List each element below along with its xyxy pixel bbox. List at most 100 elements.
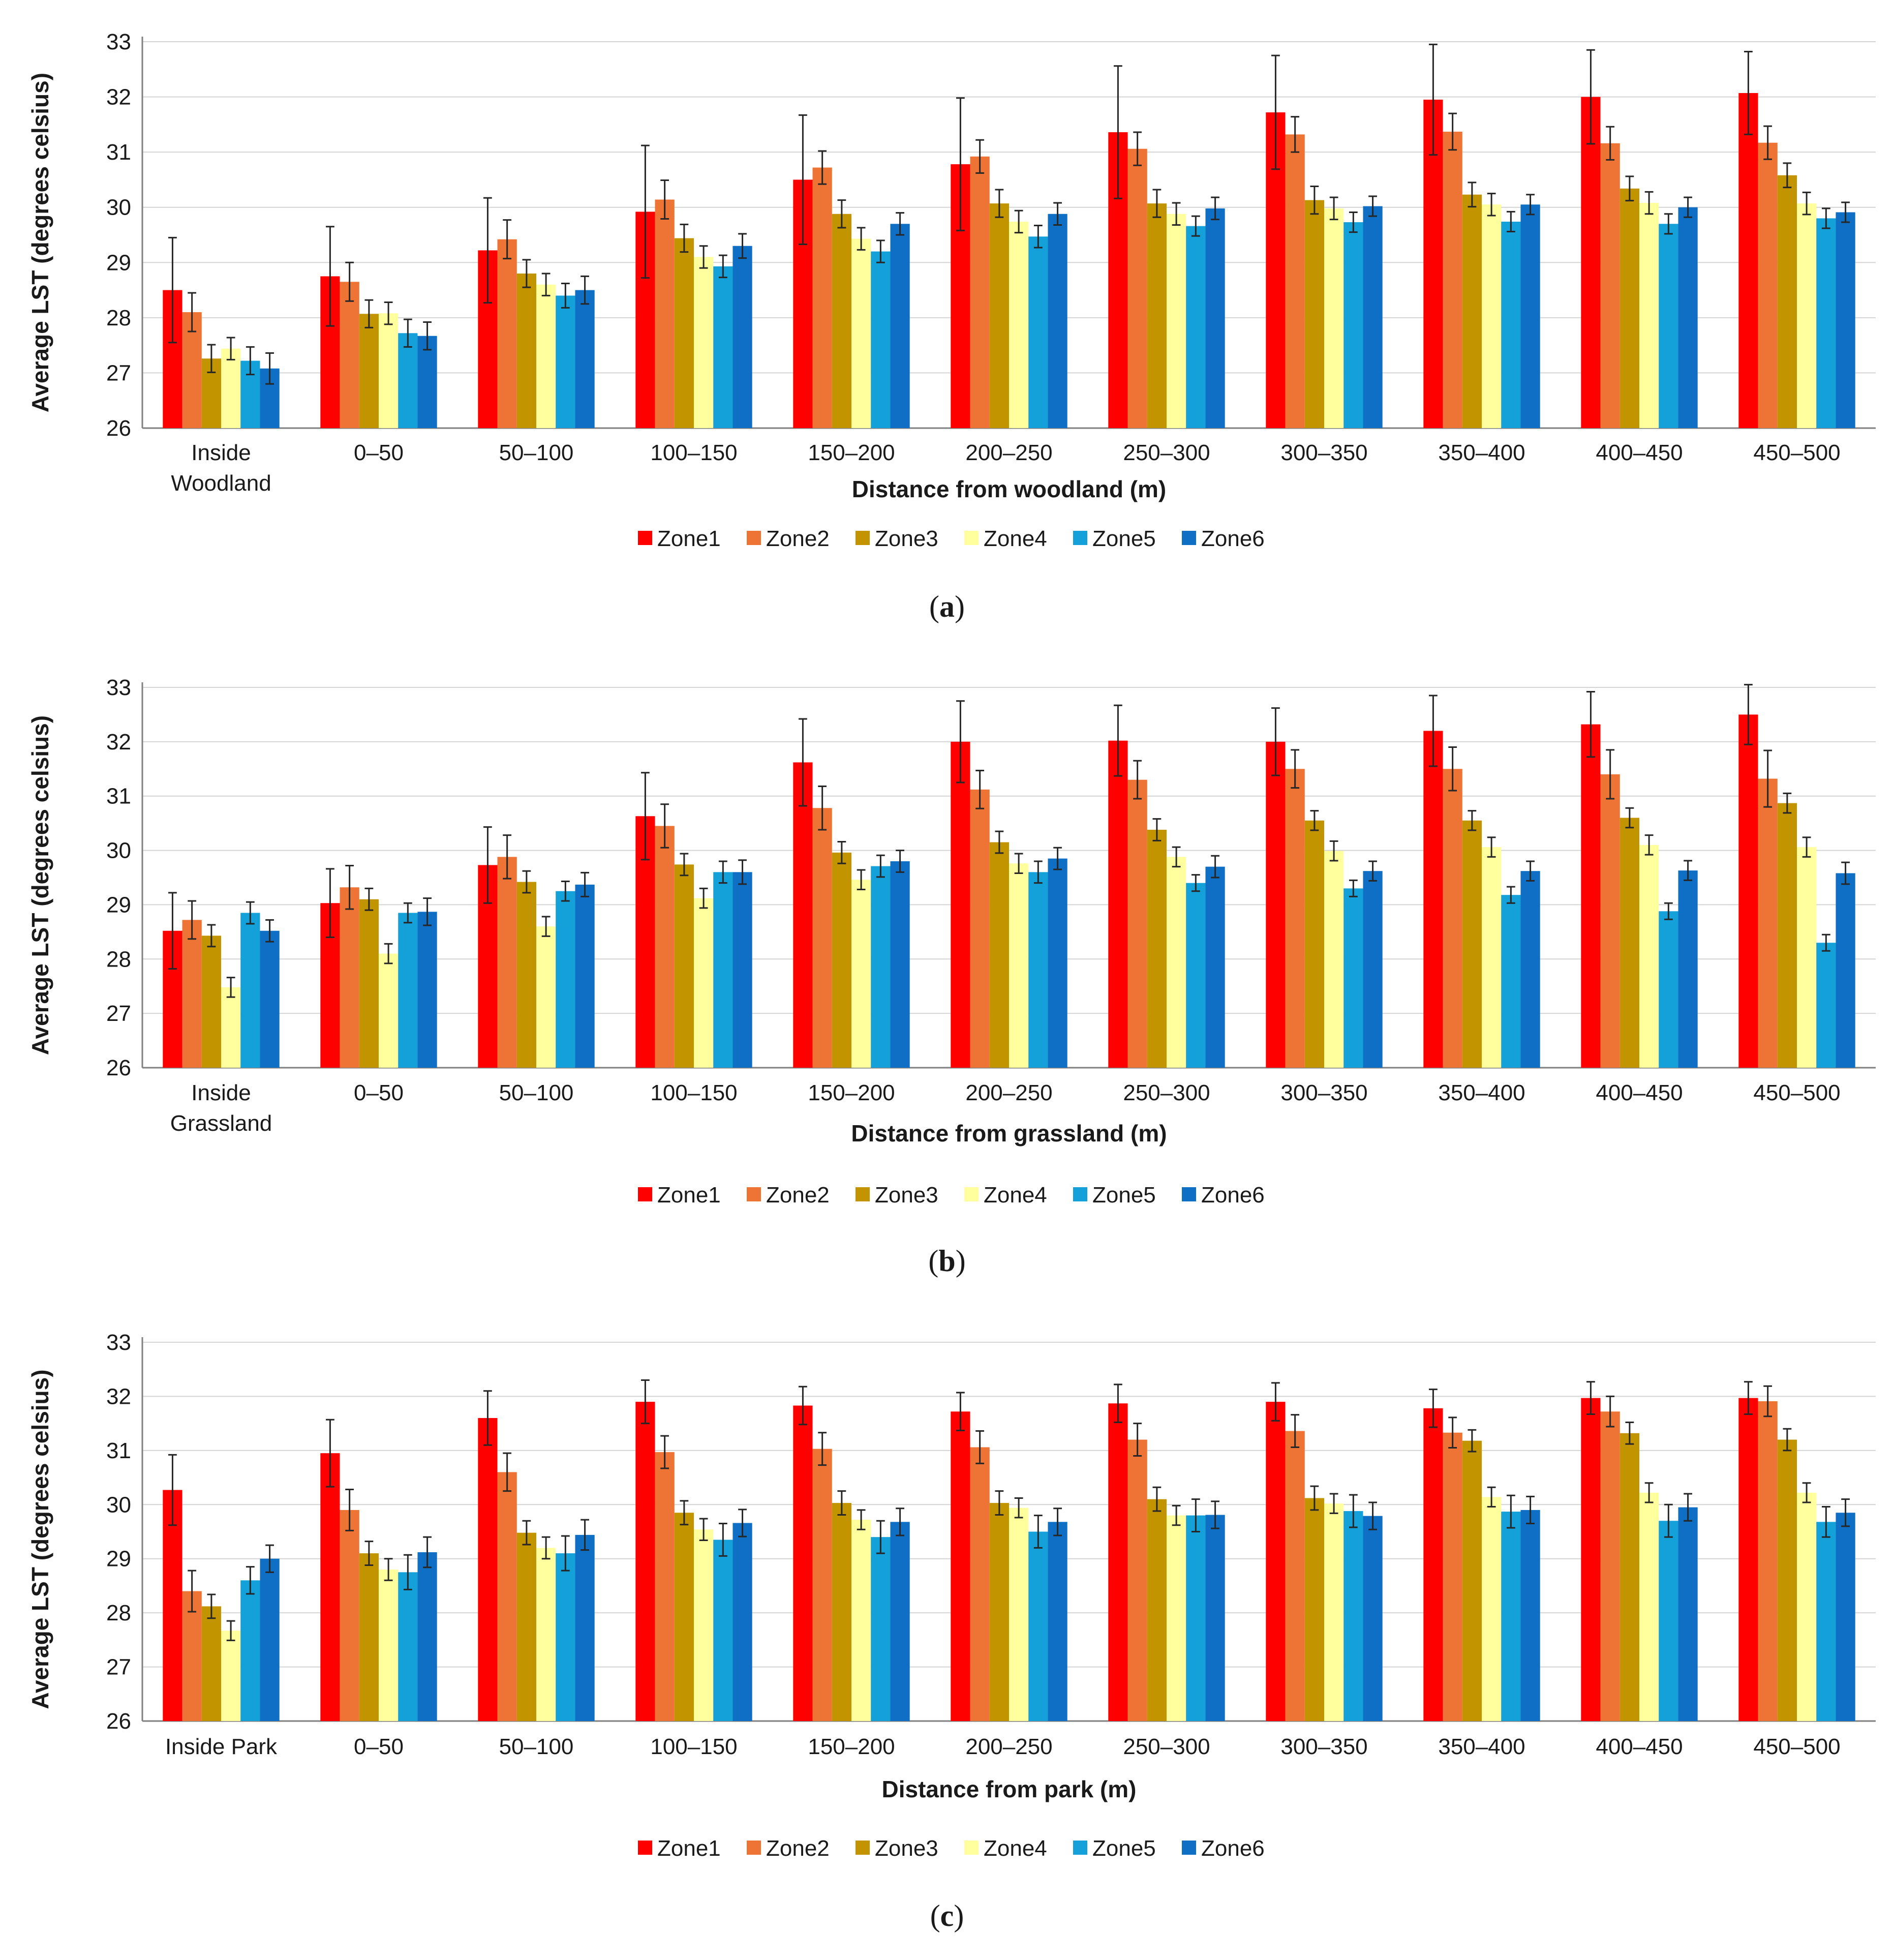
bar-zone6 — [1205, 866, 1225, 1068]
legend-swatch-zone4 — [964, 531, 979, 545]
bar-zone3 — [674, 238, 694, 428]
bar-zone2 — [497, 857, 517, 1068]
bar-zone4 — [379, 313, 399, 428]
bar-zone1 — [951, 741, 970, 1068]
bar-zone4 — [536, 926, 556, 1068]
bar-zone2 — [655, 826, 675, 1068]
x-tick-label: 0–50 — [354, 1734, 404, 1759]
bar-zone6 — [1836, 212, 1855, 428]
bar-zone5 — [1816, 218, 1836, 428]
x-tick-label: 400–450 — [1596, 440, 1683, 465]
legend-swatch-zone2 — [747, 1187, 761, 1201]
y-tick-label: 27 — [106, 1655, 131, 1680]
bar-zone5 — [1343, 1511, 1363, 1721]
bar-zone2 — [1443, 1432, 1462, 1721]
bar-zone3 — [1777, 175, 1797, 428]
x-tick-label: 0–50 — [354, 1080, 404, 1105]
y-tick-label: 30 — [106, 838, 131, 863]
bar-zone3 — [1462, 194, 1482, 428]
y-tick-label: 32 — [106, 1384, 131, 1409]
bar-zone1 — [1738, 714, 1758, 1068]
y-tick-label: 32 — [106, 730, 131, 755]
legend-swatch-zone6 — [1182, 531, 1196, 545]
x-tick-label: 450–500 — [1753, 440, 1840, 465]
legend-swatch-zone3 — [856, 1187, 870, 1201]
bar-zone3 — [1462, 1440, 1482, 1721]
legend-swatch-zone2 — [747, 531, 761, 545]
y-axis-title: Average LST (degrees celsius) — [27, 1369, 53, 1709]
legend-label: Zone2 — [766, 1183, 830, 1208]
bar-zone6 — [890, 1522, 910, 1721]
bar-zone3 — [989, 842, 1009, 1068]
bar-zone1 — [478, 1418, 498, 1721]
y-tick-label: 26 — [106, 1056, 131, 1080]
bar-zone5 — [871, 866, 891, 1068]
x-axis-title: Distance from park (m) — [881, 1776, 1136, 1802]
bar-zone4 — [1167, 1515, 1186, 1721]
bar-zone3 — [516, 1532, 536, 1721]
legend: Zone1 Zone2 Zone3 Zone4 Zone5 Zone6 — [638, 1183, 1265, 1208]
chart-panel-a: 26 27 28 29 30 31 32 33 Inside Woodland 0–50 50–100… — [27, 29, 1876, 623]
bar-zone6 — [260, 1558, 280, 1721]
bar-zone2 — [1285, 769, 1305, 1068]
bar-zone2 — [1127, 148, 1147, 429]
bar-zone4 — [1324, 1503, 1344, 1721]
x-tick-label: 150–200 — [808, 440, 895, 465]
panel-caption: (a) — [929, 590, 965, 623]
bar-zone4 — [1167, 857, 1186, 1068]
bar-zone6 — [1520, 1510, 1540, 1721]
legend: Zone1 Zone2 Zone3 Zone4 Zone5 Zone6 — [638, 526, 1265, 551]
bar-zone1 — [1738, 1398, 1758, 1721]
caption-letter: a — [939, 590, 955, 623]
bar-zone4 — [1482, 847, 1502, 1068]
y-tick-label: 31 — [106, 1438, 131, 1463]
bar-zone3 — [1147, 829, 1167, 1068]
legend-swatch-zone6 — [1182, 1187, 1196, 1201]
bar-zone3 — [359, 899, 379, 1068]
bar-zone1 — [635, 1402, 655, 1721]
bar-zone3 — [674, 864, 694, 1068]
bar-zone5 — [1186, 226, 1206, 428]
x-tick-label: 100–150 — [650, 1080, 737, 1105]
bar-zone1 — [1581, 97, 1601, 429]
bar-zone3 — [201, 1606, 221, 1721]
bar-zone6 — [1678, 1507, 1698, 1721]
x-tick-label: 400–450 — [1596, 1734, 1683, 1759]
bar-zone5 — [1028, 872, 1048, 1068]
bar-zone2 — [812, 167, 832, 428]
y-tick-label: 28 — [106, 306, 131, 330]
bar-zone6 — [575, 884, 595, 1068]
bar-zone2 — [970, 1447, 990, 1721]
bar-zone3 — [989, 203, 1009, 428]
y-tick-label: 26 — [106, 416, 131, 441]
bar-zone2 — [497, 239, 517, 428]
bar-zone4 — [1639, 203, 1659, 428]
bar-zone4 — [221, 987, 241, 1068]
legend-label: Zone6 — [1201, 526, 1265, 551]
bar-zone3 — [1620, 818, 1639, 1068]
y-tick-label: 28 — [106, 947, 131, 972]
bar-zone6 — [575, 290, 595, 428]
bar-zone2 — [1758, 778, 1778, 1068]
bar-zone5 — [1816, 943, 1836, 1068]
legend-swatch-zone1 — [638, 1841, 652, 1855]
x-tick-label: 50–100 — [499, 440, 574, 465]
x-tick-label: Inside — [191, 1080, 251, 1105]
bar-zone5 — [240, 913, 260, 1068]
legend-label: Zone1 — [657, 1836, 721, 1861]
bar-zone5 — [556, 891, 575, 1068]
bar-zone5 — [1501, 221, 1521, 428]
bar-zone5 — [871, 1537, 891, 1721]
bar-zone1 — [1108, 740, 1128, 1068]
bar-zone5 — [713, 872, 733, 1068]
bar-zone6 — [732, 872, 752, 1068]
bar-zone1 — [320, 1453, 340, 1721]
y-tick-label: 28 — [106, 1601, 131, 1625]
bar-zone2 — [1127, 1439, 1147, 1721]
legend-swatch-zone1 — [638, 531, 652, 545]
bar-zone2 — [1443, 769, 1462, 1068]
bar-zone1 — [1266, 741, 1286, 1068]
bar-zone6 — [1836, 1513, 1855, 1721]
legend-label: Zone4 — [984, 1183, 1047, 1208]
